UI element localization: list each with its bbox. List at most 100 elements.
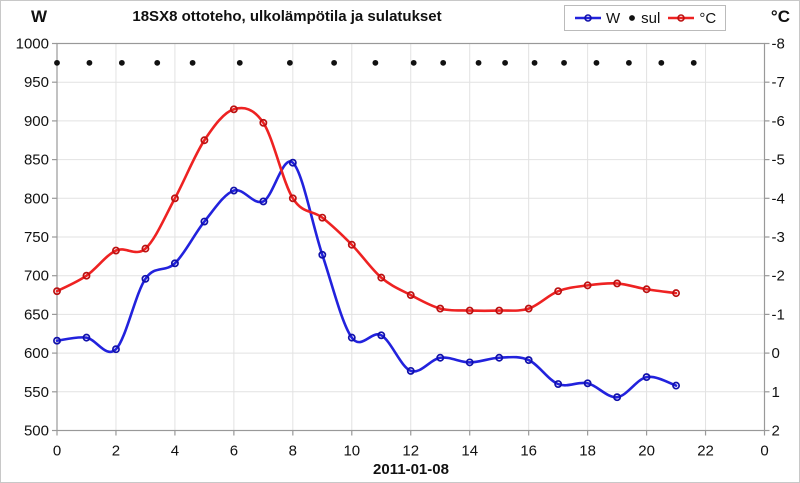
series-w-marker — [229, 186, 238, 195]
x-tick-label: 0 — [760, 443, 768, 460]
y-right-tick-label: 2 — [772, 423, 780, 440]
sul-event-dot — [531, 59, 538, 66]
series-temp-marker — [82, 271, 91, 280]
legend-item-w: W — [574, 10, 620, 27]
x-tick-label: 18 — [579, 443, 596, 460]
data-series — [53, 59, 697, 402]
sul-event-dot — [690, 59, 697, 66]
y-right-tick-label: -6 — [772, 113, 785, 130]
series-w-marker — [642, 373, 651, 382]
left-axis-unit-label: W — [31, 7, 48, 26]
series-temp-marker — [141, 244, 150, 253]
series-temp-marker — [288, 194, 297, 203]
x-tick-label: 0 — [53, 443, 61, 460]
y-right-tick-label: -5 — [772, 152, 785, 169]
sul-event-dot — [286, 59, 293, 66]
y-right-tick-label: -4 — [772, 190, 785, 207]
sul-event-dot — [154, 59, 161, 66]
x-tick-label: 22 — [697, 443, 714, 460]
axis-tick-labels: 1000950900850800750700650600550500-8-7-6… — [16, 36, 785, 460]
legend: W sul °C — [564, 5, 727, 31]
series-temp-marker — [170, 194, 179, 203]
y-left-tick-label: 800 — [24, 190, 49, 207]
y-left-tick-label: 600 — [24, 345, 49, 362]
x-axis-date-label: 2011-01-08 — [373, 461, 449, 478]
series-w-marker — [347, 333, 356, 342]
x-tick-label: 8 — [289, 443, 297, 460]
series-w-marker — [583, 379, 592, 388]
series-w-marker — [259, 197, 268, 206]
legend-item-sul: sul — [627, 10, 660, 27]
series-temp-marker — [53, 287, 61, 296]
legend-label-temp: °C — [699, 9, 717, 27]
sul-event-dot — [658, 59, 665, 66]
line-marker-icon — [668, 14, 695, 22]
y-right-tick-label: -2 — [772, 268, 785, 285]
series-temp-marker — [524, 304, 533, 313]
sul-event-dot — [475, 59, 482, 66]
y-left-tick-label: 850 — [24, 152, 49, 169]
legend-label-sul: sul — [641, 9, 661, 27]
series-w-marker — [82, 333, 91, 342]
dot-marker-icon — [629, 15, 636, 21]
sul-event-dot — [236, 59, 243, 66]
series-temp-marker — [613, 279, 622, 288]
y-right-tick-label: -1 — [772, 306, 785, 323]
series-temp-marker — [347, 240, 356, 249]
series-temp-line — [55, 106, 678, 313]
series-temp-marker — [465, 306, 474, 315]
sul-event-dot — [440, 59, 447, 66]
series-temp-marker — [377, 273, 386, 282]
y-right-tick-label: 1 — [772, 384, 780, 401]
series-w-marker — [554, 380, 563, 389]
series-w-marker — [318, 250, 327, 259]
chart-title: 18SX8 ottoteho, ulkolämpötila ja sulatuk… — [132, 8, 442, 25]
legend-label-w: W — [606, 9, 621, 27]
sul-event-dot — [625, 59, 632, 66]
series-temp-marker — [436, 304, 445, 313]
series-w-marker — [613, 393, 622, 402]
x-tick-label: 20 — [638, 443, 655, 460]
sul-event-dot — [410, 59, 417, 66]
sul-event-dot — [86, 59, 93, 66]
series-temp-marker — [112, 246, 120, 255]
series-temp-marker — [583, 281, 592, 290]
legend-item-temp: °C — [667, 10, 716, 27]
series-temp-marker — [642, 285, 651, 294]
y-left-tick-label: 700 — [24, 268, 49, 285]
series-w-marker — [141, 274, 150, 283]
series-temp-marker — [318, 213, 327, 222]
series-temp-marker — [406, 291, 415, 299]
sul-event-dot — [54, 59, 60, 66]
sul-event-dot — [502, 59, 508, 66]
x-tick-label: 12 — [402, 443, 419, 460]
series-temp-marker — [259, 118, 268, 127]
series-temp-marker — [229, 105, 238, 114]
y-right-tick-label: -8 — [772, 36, 785, 53]
right-axis-unit-label: °C — [770, 7, 790, 26]
series-w-marker — [672, 381, 681, 390]
series-w-marker — [524, 356, 533, 365]
axis-ticks — [52, 42, 770, 436]
y-left-tick-label: 550 — [24, 384, 49, 401]
x-tick-label: 14 — [461, 443, 478, 460]
sul-event-dot — [593, 59, 600, 66]
series-w-marker — [495, 353, 504, 362]
x-tick-label: 2 — [112, 443, 120, 460]
x-tick-label: 10 — [343, 443, 360, 460]
series-w-marker — [288, 158, 297, 167]
series-temp-marker — [200, 136, 209, 145]
y-left-tick-label: 900 — [24, 113, 49, 130]
sul-event-dot — [372, 59, 379, 66]
y-left-tick-label: 650 — [24, 306, 49, 323]
series-w-marker — [465, 358, 474, 367]
sul-event-dot — [331, 59, 338, 66]
sul-event-dot — [118, 59, 125, 66]
series-temp-marker — [672, 289, 681, 298]
x-tick-label: 4 — [171, 443, 179, 460]
grid-lines — [57, 43, 765, 431]
line-marker-icon — [575, 14, 601, 22]
y-left-tick-label: 750 — [24, 229, 49, 246]
